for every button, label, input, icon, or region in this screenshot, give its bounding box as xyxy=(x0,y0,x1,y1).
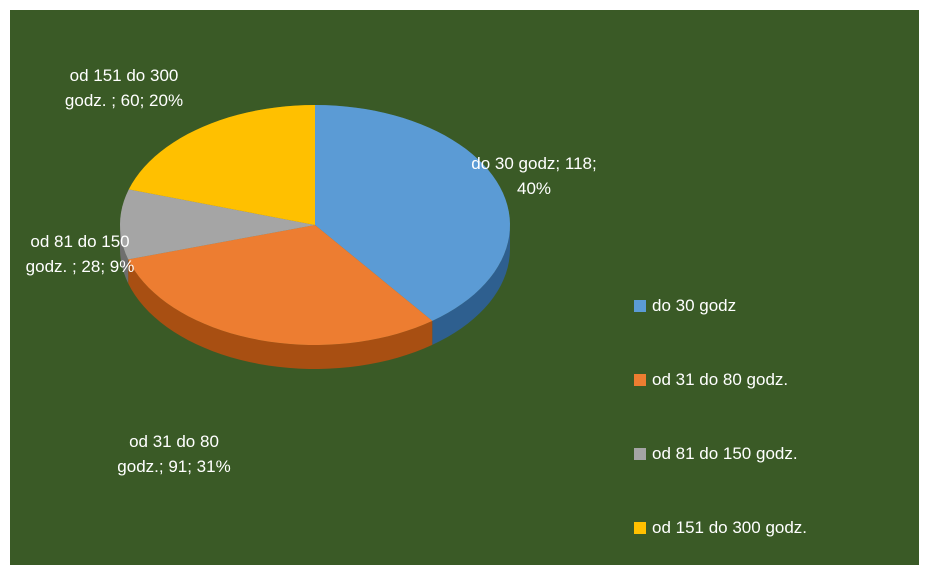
legend-item-od-81-do-150: od 81 do 150 godz. xyxy=(634,442,807,466)
pie-slice-shine-od-81-do-150 xyxy=(120,189,315,260)
legend-item-od-151-do-300: od 151 do 300 godz. xyxy=(634,516,807,540)
pie-slice-shine-od-151-do-300 xyxy=(128,105,315,225)
chart-area: do 30 godz; 118; 40% od 31 do 80 godz.; … xyxy=(10,10,919,565)
data-label-od-151-do-300: od 151 do 300 godz. ; 60; 20% xyxy=(64,66,184,110)
data-label-do-30: do 30 godz; 118; 40% xyxy=(471,154,597,198)
pie-slice-shine-do-30 xyxy=(315,105,510,321)
legend-swatch xyxy=(634,448,646,460)
data-label-od-81-do-150: od 81 do 150 godz. ; 28; 9% xyxy=(25,232,135,276)
pie-side-od-31-do-80 xyxy=(128,259,433,369)
data-label-od-31-do-80: od 31 do 80 godz.; 91; 31% xyxy=(117,432,231,476)
pie-chart xyxy=(120,105,510,369)
legend-item-do-30: do 30 godz xyxy=(634,294,807,318)
legend-item-od-31-do-80: od 31 do 80 godz. xyxy=(634,368,807,392)
pie-side-od-81-do-150 xyxy=(120,225,129,284)
legend-swatch xyxy=(634,374,646,386)
legend-swatch xyxy=(634,300,646,312)
chart-legend: do 30 godz od 31 do 80 godz. od 81 do 15… xyxy=(634,294,807,540)
pie-slice-shine-od-31-do-80 xyxy=(128,225,433,345)
legend-swatch xyxy=(634,522,646,534)
pie-side-do-30 xyxy=(432,225,510,345)
